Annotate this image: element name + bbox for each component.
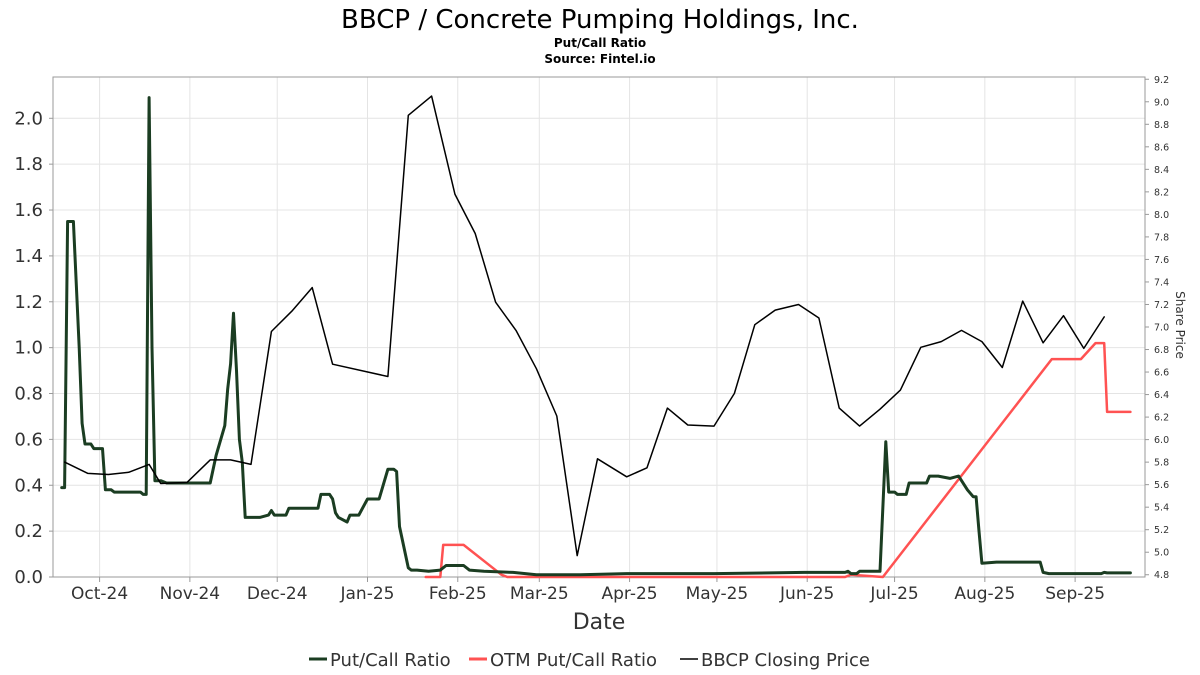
legend-item-put-call: Put/Call Ratio bbox=[309, 650, 451, 671]
y-left-tick-label: 0.4 bbox=[14, 475, 43, 496]
series-line-closing-price bbox=[63, 95, 1105, 557]
x-tick-label: May-25 bbox=[686, 584, 749, 604]
y-left-tick-label: 2.0 bbox=[14, 108, 43, 129]
grid bbox=[53, 77, 1145, 578]
y-right-tick-label: 6.8 bbox=[1154, 345, 1169, 356]
plot-frame bbox=[52, 76, 1146, 578]
chart-title: BBCP / Concrete Pumping Holdings, Inc. bbox=[341, 5, 859, 35]
x-tick-label: Sep-25 bbox=[1045, 584, 1105, 604]
y-right-tick-label: 5.0 bbox=[1154, 548, 1169, 559]
y-left-tick-label: 0.8 bbox=[14, 384, 43, 405]
y-right-tick-label: 8.8 bbox=[1154, 120, 1169, 131]
y-left-tick-label: 1.0 bbox=[14, 338, 43, 359]
y-left-tick-label: 0.6 bbox=[14, 429, 43, 450]
legend: Put/Call Ratio OTM Put/Call Ratio BBCP C… bbox=[309, 650, 870, 671]
y-axis-right-label: Share Price bbox=[1173, 291, 1187, 359]
y-right-tick-label: 7.4 bbox=[1154, 277, 1169, 288]
chart-source: Source: Fintel.io bbox=[544, 52, 655, 66]
legend-item-otm-put-call: OTM Put/Call Ratio bbox=[469, 650, 657, 671]
x-tick-label: Mar-25 bbox=[510, 584, 569, 604]
y-right-tick-label: 8.6 bbox=[1154, 142, 1169, 153]
y-axis-right: 4.8 5.0 5.2 5.4 5.6 5.8 6.0 6.2 6.4 6.6 6.8 7.0 7.2 7… bbox=[1145, 75, 1169, 581]
y-right-tick-label: 6.4 bbox=[1154, 390, 1169, 401]
x-tick-label: Nov-24 bbox=[160, 584, 221, 604]
legend-label-otm-put-call: OTM Put/Call Ratio bbox=[490, 650, 657, 671]
y-right-tick-label: 5.2 bbox=[1154, 525, 1169, 536]
x-tick-label: Apr-25 bbox=[602, 584, 658, 604]
chart-subtitle: Put/Call Ratio bbox=[554, 36, 646, 50]
legend-label-closing-price: BBCP Closing Price bbox=[701, 650, 870, 671]
y-right-tick-label: 9.0 bbox=[1154, 97, 1169, 108]
x-tick-label: Jan-25 bbox=[340, 584, 395, 604]
y-right-tick-label: 5.6 bbox=[1154, 480, 1169, 491]
x-tick-label: Dec-24 bbox=[247, 584, 308, 604]
y-right-tick-label: 7.2 bbox=[1154, 300, 1169, 311]
series-line-otm-put-call-ratio bbox=[424, 341, 1132, 579]
series-line-put-call-ratio bbox=[60, 96, 1132, 577]
y-left-tick-label: 1.4 bbox=[14, 246, 43, 267]
x-tick-label: Jun-25 bbox=[779, 584, 834, 604]
x-axis: Oct-24 Nov-24 Dec-24 Jan-25 Feb-25 Mar-25 Apr-… bbox=[71, 577, 1105, 604]
y-right-tick-label: 6.0 bbox=[1154, 435, 1169, 446]
y-right-tick-label: 7.0 bbox=[1154, 323, 1169, 334]
y-left-tick-label: 1.6 bbox=[14, 200, 43, 221]
series-layer bbox=[60, 95, 1132, 579]
y-right-tick-label: 8.2 bbox=[1154, 187, 1169, 198]
y-axis-left: 0.0 0.2 0.4 0.6 0.8 1.0 1.2 1.4 1.6 1.8 2.0 bbox=[14, 108, 53, 588]
y-left-tick-label: 0.0 bbox=[14, 567, 43, 588]
y-right-tick-label: 6.2 bbox=[1154, 413, 1169, 424]
legend-label-put-call: Put/Call Ratio bbox=[330, 650, 451, 671]
y-right-tick-label: 8.0 bbox=[1154, 210, 1169, 221]
y-left-tick-label: 0.2 bbox=[14, 521, 43, 542]
y-right-tick-label: 4.8 bbox=[1154, 570, 1169, 581]
y-right-tick-label: 5.4 bbox=[1154, 503, 1169, 514]
x-tick-label: Aug-25 bbox=[954, 584, 1015, 604]
y-right-tick-label: 9.2 bbox=[1154, 75, 1169, 86]
x-tick-label: Feb-25 bbox=[429, 584, 487, 604]
y-left-tick-label: 1.8 bbox=[14, 154, 43, 175]
x-axis-label: Date bbox=[573, 610, 626, 635]
y-right-tick-label: 5.8 bbox=[1154, 458, 1169, 469]
legend-item-closing-price: BBCP Closing Price bbox=[680, 650, 870, 671]
x-tick-label: Jul-25 bbox=[869, 584, 918, 604]
y-right-tick-label: 7.8 bbox=[1154, 232, 1169, 243]
y-right-tick-label: 7.6 bbox=[1154, 255, 1169, 266]
y-left-tick-label: 1.2 bbox=[14, 292, 43, 313]
y-right-tick-label: 6.6 bbox=[1154, 368, 1169, 379]
y-right-tick-label: 8.4 bbox=[1154, 165, 1169, 176]
x-tick-label: Oct-24 bbox=[71, 584, 128, 604]
